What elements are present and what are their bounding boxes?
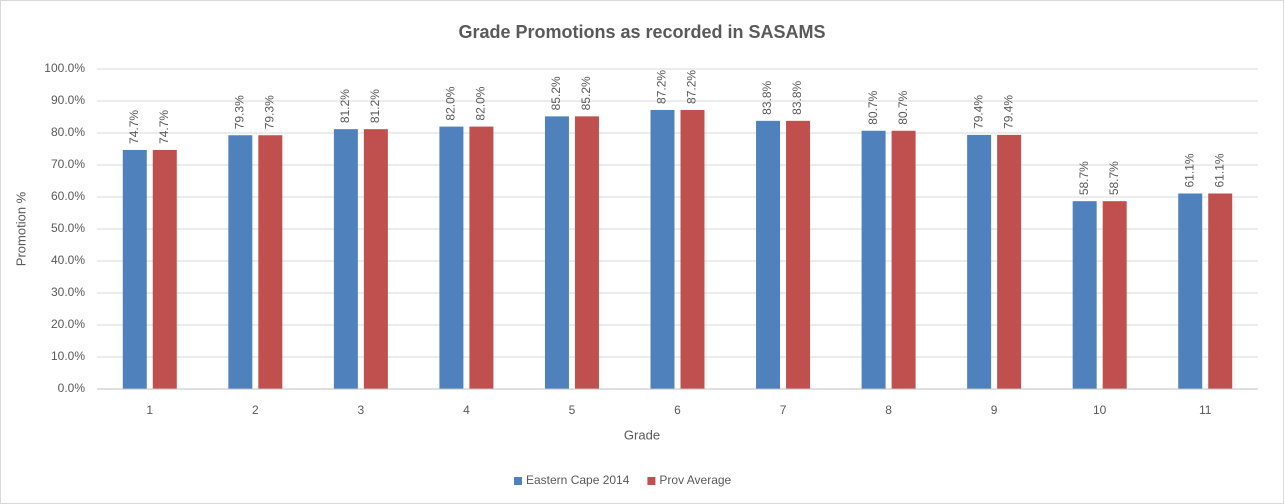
data-label: 82.0%: [444, 86, 458, 120]
y-tick-label: 20.0%: [51, 317, 85, 331]
bar: [469, 126, 494, 389]
bar: [258, 135, 283, 389]
data-label: 58.7%: [1107, 161, 1121, 195]
data-label: 74.7%: [157, 110, 171, 144]
data-label: 61.1%: [1212, 153, 1226, 187]
data-label: 79.4%: [971, 95, 985, 129]
data-label: 83.8%: [760, 80, 774, 114]
bar: [439, 126, 464, 389]
x-tick-label: 7: [780, 403, 787, 417]
data-label: 81.2%: [368, 89, 382, 123]
bar: [228, 135, 253, 389]
bar: [1178, 193, 1203, 389]
data-label: 82.0%: [474, 86, 488, 120]
bar: [363, 129, 388, 389]
y-tick-label: 30.0%: [51, 285, 85, 299]
data-label: 83.8%: [790, 80, 804, 114]
legend-swatch: [514, 477, 522, 485]
data-label: 87.2%: [655, 70, 669, 104]
y-tick-label: 90.0%: [51, 93, 85, 107]
data-label: 74.7%: [127, 110, 141, 144]
data-label: 80.7%: [896, 90, 910, 124]
x-tick-label: 8: [885, 403, 892, 417]
legend-label: Eastern Cape 2014: [526, 473, 630, 487]
y-tick-label: 70.0%: [51, 157, 85, 171]
x-tick-label: 11: [1199, 403, 1212, 417]
x-tick-label: 4: [463, 403, 470, 417]
bar: [122, 149, 147, 389]
bar: [650, 109, 675, 390]
bar: [861, 130, 886, 389]
y-tick-label: 50.0%: [51, 221, 85, 235]
legend-label: Prov Average: [659, 473, 731, 487]
bar: [786, 120, 811, 389]
bar: [891, 130, 916, 389]
legend-swatch: [647, 477, 656, 485]
data-label: 79.3%: [232, 95, 246, 129]
bar: [1102, 201, 1127, 389]
data-label: 58.7%: [1077, 161, 1091, 195]
data-label: 87.2%: [685, 70, 699, 104]
y-tick-label: 40.0%: [51, 253, 85, 267]
data-label: 79.3%: [262, 95, 276, 129]
bar: [333, 129, 358, 389]
y-tick-label: 100.0%: [44, 61, 85, 75]
y-tick-label: 0.0%: [58, 381, 86, 395]
data-label: 85.2%: [579, 76, 593, 110]
x-tick-label: 3: [358, 403, 365, 417]
bar: [1072, 201, 1097, 389]
x-tick-label: 5: [569, 403, 576, 417]
bar: [756, 120, 781, 389]
x-tick-label: 1: [146, 403, 153, 417]
y-axis-title: Promotion %: [13, 191, 28, 266]
chart-title: Grade Promotions as recorded in SASAMS: [458, 22, 825, 42]
bar: [967, 134, 992, 389]
data-label: 79.4%: [1001, 95, 1015, 129]
data-label: 81.2%: [338, 89, 352, 123]
x-tick-label: 6: [674, 403, 681, 417]
x-axis-title: Grade: [624, 427, 660, 442]
data-label: 85.2%: [549, 76, 563, 110]
x-tick-label: 10: [1093, 403, 1107, 417]
data-label: 80.7%: [866, 90, 880, 124]
y-tick-label: 80.0%: [51, 125, 85, 139]
x-tick-label: 2: [252, 403, 259, 417]
bar: [997, 134, 1022, 389]
bar: [152, 149, 177, 389]
bar: [1208, 193, 1233, 389]
bar: [574, 116, 599, 390]
data-label: 61.1%: [1182, 153, 1196, 187]
x-tick-label: 9: [991, 403, 998, 417]
bar: [680, 109, 705, 390]
bar: [544, 116, 569, 390]
y-tick-label: 10.0%: [51, 349, 85, 363]
y-tick-label: 60.0%: [51, 189, 85, 203]
